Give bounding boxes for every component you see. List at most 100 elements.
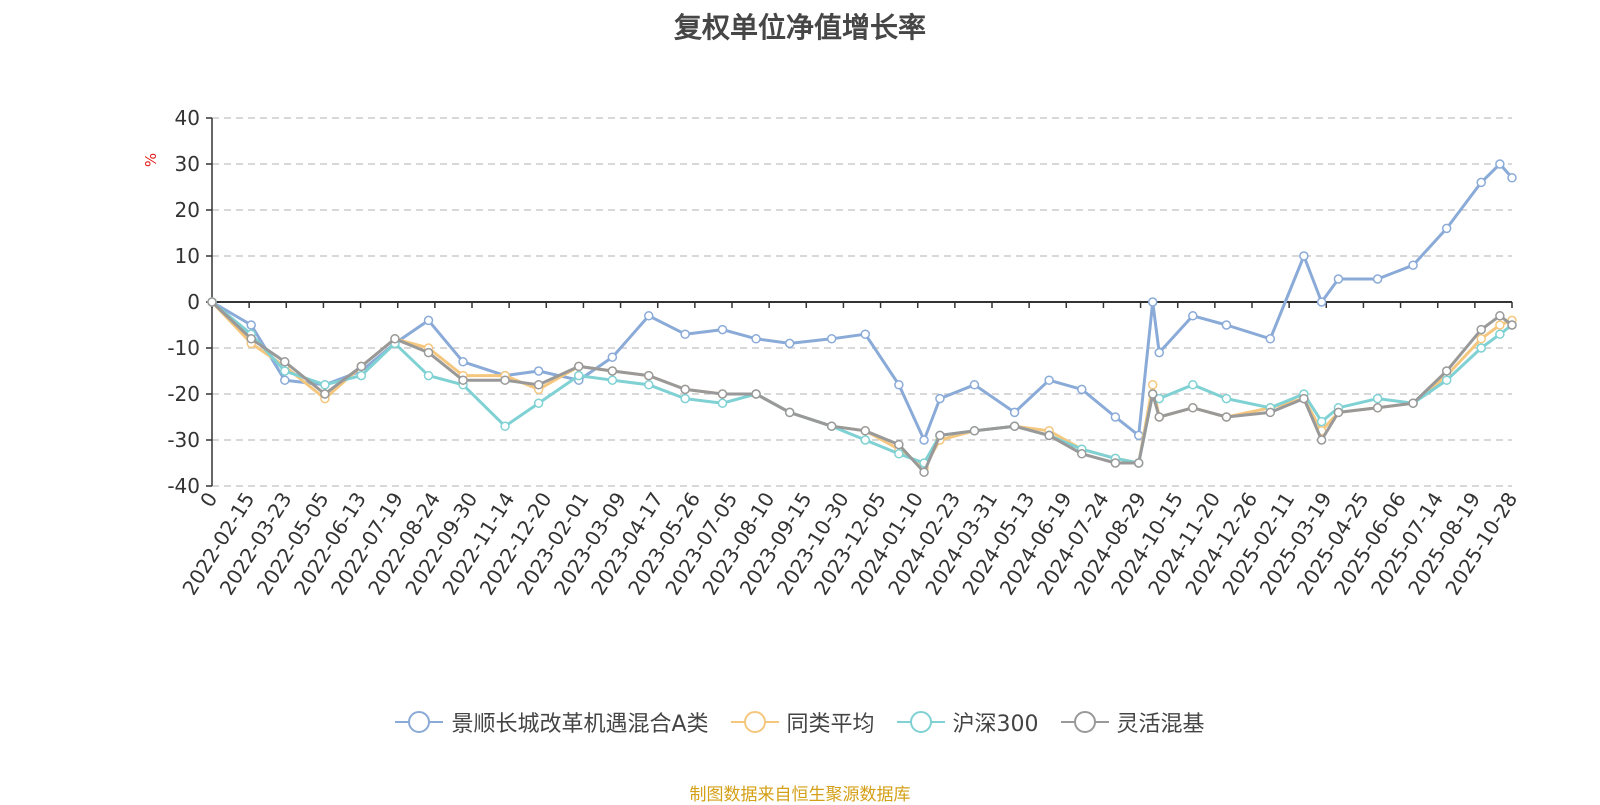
data-point: [1495, 311, 1505, 321]
y-tick-label: 30: [175, 152, 200, 176]
data-point: [1110, 412, 1121, 422]
y-tick-label: -30: [167, 428, 200, 452]
data-point: [1372, 403, 1383, 413]
data-point: [1188, 403, 1198, 413]
data-point: [751, 389, 761, 399]
data-point: [1154, 347, 1164, 358]
data-point: [1221, 393, 1232, 404]
data-point: [644, 370, 654, 381]
data-point: [207, 297, 217, 307]
data-point: [894, 439, 904, 450]
data-point: [1476, 334, 1486, 344]
data-point: [919, 467, 929, 477]
series-layer: [207, 159, 1517, 477]
data-point: [680, 393, 690, 404]
data-point: [607, 366, 618, 376]
y-tick-label: -40: [167, 474, 200, 498]
data-point: [1476, 324, 1486, 335]
data-point: [1221, 412, 1232, 422]
line-chart: 403020100-10-20-30-4002022-02-152022-03-…: [142, 106, 1522, 599]
data-point: [1372, 393, 1383, 404]
data-point: [1408, 398, 1418, 408]
data-point: [1299, 251, 1309, 261]
legend: 景顺长城改革机遇混合A类 同类平均 沪深300 灵活混基: [0, 706, 1600, 738]
data-point: [1188, 311, 1198, 321]
data-point: [1147, 389, 1158, 399]
data-point: [1044, 375, 1054, 385]
data-point: [423, 370, 434, 381]
data-point: [1372, 274, 1383, 284]
legend-item-1[interactable]: 同类平均: [730, 706, 875, 738]
y-tick-label: -10: [167, 336, 200, 360]
legend-marker-icon: [395, 711, 444, 733]
data-point: [935, 393, 945, 404]
data-point: [533, 366, 544, 376]
data-point: [751, 334, 761, 344]
data-point: [574, 370, 584, 381]
legend-label: 景顺长城改革机遇混合A类: [451, 712, 709, 737]
data-point: [607, 375, 618, 385]
legend-item-3[interactable]: 灵活混基: [1060, 706, 1205, 738]
data-point: [1333, 407, 1344, 418]
data-point: [574, 361, 584, 372]
data-point: [1495, 320, 1505, 330]
data-point: [1476, 343, 1486, 353]
legend-item-2[interactable]: 沪深300: [896, 706, 1039, 738]
data-point: [280, 357, 290, 367]
data-point: [644, 380, 654, 390]
data-point: [390, 334, 400, 344]
data-point: [717, 398, 728, 408]
data-point: [1316, 435, 1327, 445]
data-point: [1110, 458, 1121, 468]
data-point: [784, 407, 795, 418]
data-point: [280, 375, 290, 385]
data-point: [356, 361, 367, 372]
series-3: [207, 297, 1517, 477]
data-point: [500, 375, 510, 385]
data-point: [1147, 297, 1158, 307]
data-point: [458, 357, 468, 367]
data-point: [1507, 320, 1517, 330]
data-point: [1077, 384, 1087, 395]
data-point: [320, 380, 330, 390]
data-point: [860, 435, 871, 445]
legend-marker-icon: [730, 711, 779, 733]
data-point: [1044, 430, 1054, 441]
grid-lines: [212, 117, 1512, 487]
data-point: [680, 329, 690, 339]
data-point: [1077, 449, 1087, 459]
legend-label: 同类平均: [786, 712, 875, 737]
data-point: [1147, 380, 1158, 390]
data-point: [1333, 274, 1344, 284]
data-point: [935, 430, 945, 441]
data-source-note: 制图数据来自恒生聚源数据库: [689, 785, 911, 805]
data-point: [644, 311, 654, 321]
y-tick-label: -20: [167, 382, 200, 406]
x-tick-label: 0: [195, 488, 222, 512]
data-point: [826, 334, 837, 344]
y-axis-unit-label: %: [142, 153, 160, 167]
series-1: [207, 297, 1517, 473]
data-point: [607, 352, 618, 362]
legend-item-0[interactable]: 景顺长城改革机遇混合A类: [395, 706, 709, 738]
data-point: [1441, 366, 1452, 376]
data-point: [1265, 334, 1276, 344]
data-point: [680, 384, 690, 395]
data-point: [860, 426, 871, 436]
series-line: [210, 300, 1513, 474]
data-point: [1476, 177, 1486, 188]
data-point: [280, 366, 290, 376]
data-point: [1188, 380, 1198, 390]
data-point: [1265, 407, 1276, 418]
data-point: [1316, 297, 1327, 307]
data-point: [533, 398, 544, 408]
data-point: [458, 375, 468, 385]
data-point: [1316, 416, 1327, 427]
data-point: [1408, 260, 1418, 270]
y-tick-label: 0: [187, 290, 200, 314]
data-point: [1133, 458, 1144, 468]
legend-label: 沪深300: [952, 712, 1039, 737]
data-point: [1495, 329, 1505, 339]
data-point: [969, 426, 980, 436]
data-point: [423, 347, 434, 358]
